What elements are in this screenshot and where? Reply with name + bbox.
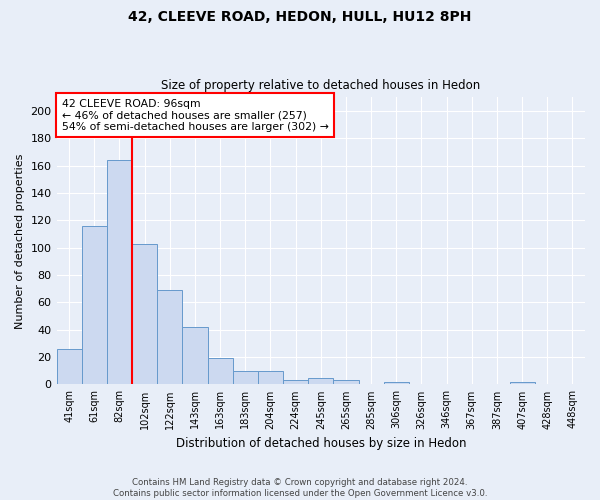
Bar (233, 371, 258, 384)
Bar (308, 378, 334, 384)
Bar (383, 382, 409, 384)
Bar (334, 380, 359, 384)
Text: Contains HM Land Registry data © Crown copyright and database right 2024.
Contai: Contains HM Land Registry data © Crown c… (113, 478, 487, 498)
Y-axis label: Number of detached properties: Number of detached properties (15, 153, 25, 328)
Bar (509, 382, 535, 384)
X-axis label: Distribution of detached houses by size in Hedon: Distribution of detached houses by size … (176, 437, 466, 450)
Bar (56, 349, 82, 384)
Bar (258, 371, 283, 384)
Bar (208, 358, 233, 384)
Bar (132, 244, 157, 384)
Bar (157, 290, 182, 384)
Text: 42, CLEEVE ROAD, HEDON, HULL, HU12 8PH: 42, CLEEVE ROAD, HEDON, HULL, HU12 8PH (128, 10, 472, 24)
Bar (283, 380, 308, 384)
Bar (107, 160, 132, 384)
Text: 42 CLEEVE ROAD: 96sqm
← 46% of detached houses are smaller (257)
54% of semi-det: 42 CLEEVE ROAD: 96sqm ← 46% of detached … (62, 99, 329, 132)
Title: Size of property relative to detached houses in Hedon: Size of property relative to detached ho… (161, 79, 481, 92)
Bar (82, 226, 107, 384)
Bar (182, 327, 208, 384)
